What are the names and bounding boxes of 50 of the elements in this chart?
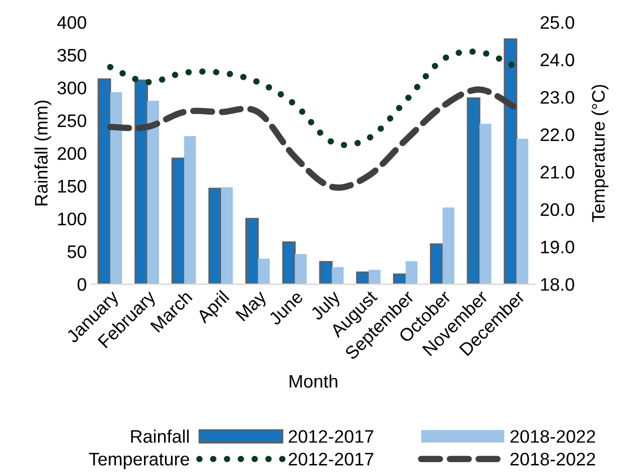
bar <box>98 78 112 284</box>
y-tick-label: 250 <box>58 114 86 128</box>
y-tick-label: 200 <box>58 147 86 160</box>
bar <box>368 270 381 284</box>
bar <box>134 80 148 284</box>
y2-tick-label: 25.0 <box>540 16 574 29</box>
bar <box>245 218 259 284</box>
y-tick-label: 100 <box>58 212 86 226</box>
bar <box>184 136 196 284</box>
bar <box>504 38 518 284</box>
y2-tick-label: 19.0 <box>541 240 574 254</box>
y-tick-label: 150 <box>58 180 86 193</box>
y-axis-title: Rainfall (mm) <box>34 100 52 206</box>
y2-tick-label: 20.0 <box>540 203 574 216</box>
bar <box>516 138 528 284</box>
legend-label: 2018-2022 <box>510 452 596 466</box>
y2-axis-title: Temperature (°C) <box>592 84 608 222</box>
bar <box>430 243 444 284</box>
bar <box>442 208 454 284</box>
bar <box>466 97 480 284</box>
bar <box>406 261 418 284</box>
bar <box>147 100 159 284</box>
bar <box>171 158 185 284</box>
y-tick-label: 300 <box>57 82 86 94</box>
bar <box>258 258 270 284</box>
x-axis-title: Month <box>290 374 338 388</box>
y2-tick-label: 21.0 <box>540 166 574 179</box>
y-tick-label: 0 <box>78 278 86 291</box>
bar <box>332 267 344 284</box>
bar <box>221 187 233 284</box>
y-tick-label: 350 <box>57 48 86 62</box>
y2-tick-label: 24.0 <box>540 54 574 66</box>
legend-label: 2012-2017 <box>288 430 374 443</box>
legend-label: 2018-2022 <box>510 430 596 443</box>
bar <box>208 188 222 284</box>
bar <box>282 241 296 284</box>
y-tick-label: 400 <box>57 16 86 29</box>
x-tick-label: May <box>235 289 270 324</box>
text: Temperature <box>88 452 190 470</box>
bar <box>356 272 370 284</box>
bar <box>479 124 492 284</box>
bar <box>110 92 122 284</box>
y-tick-label: 50 <box>68 245 86 258</box>
y2-tick-label: 23.0 <box>540 90 574 104</box>
legend-label: 2012-2017 <box>288 452 374 466</box>
text: Rainfall <box>131 430 189 443</box>
y2-tick-label: 22.0 <box>540 128 574 142</box>
y2-tick-label: 18.0 <box>541 278 574 291</box>
bar <box>319 261 333 284</box>
bar <box>294 254 307 284</box>
